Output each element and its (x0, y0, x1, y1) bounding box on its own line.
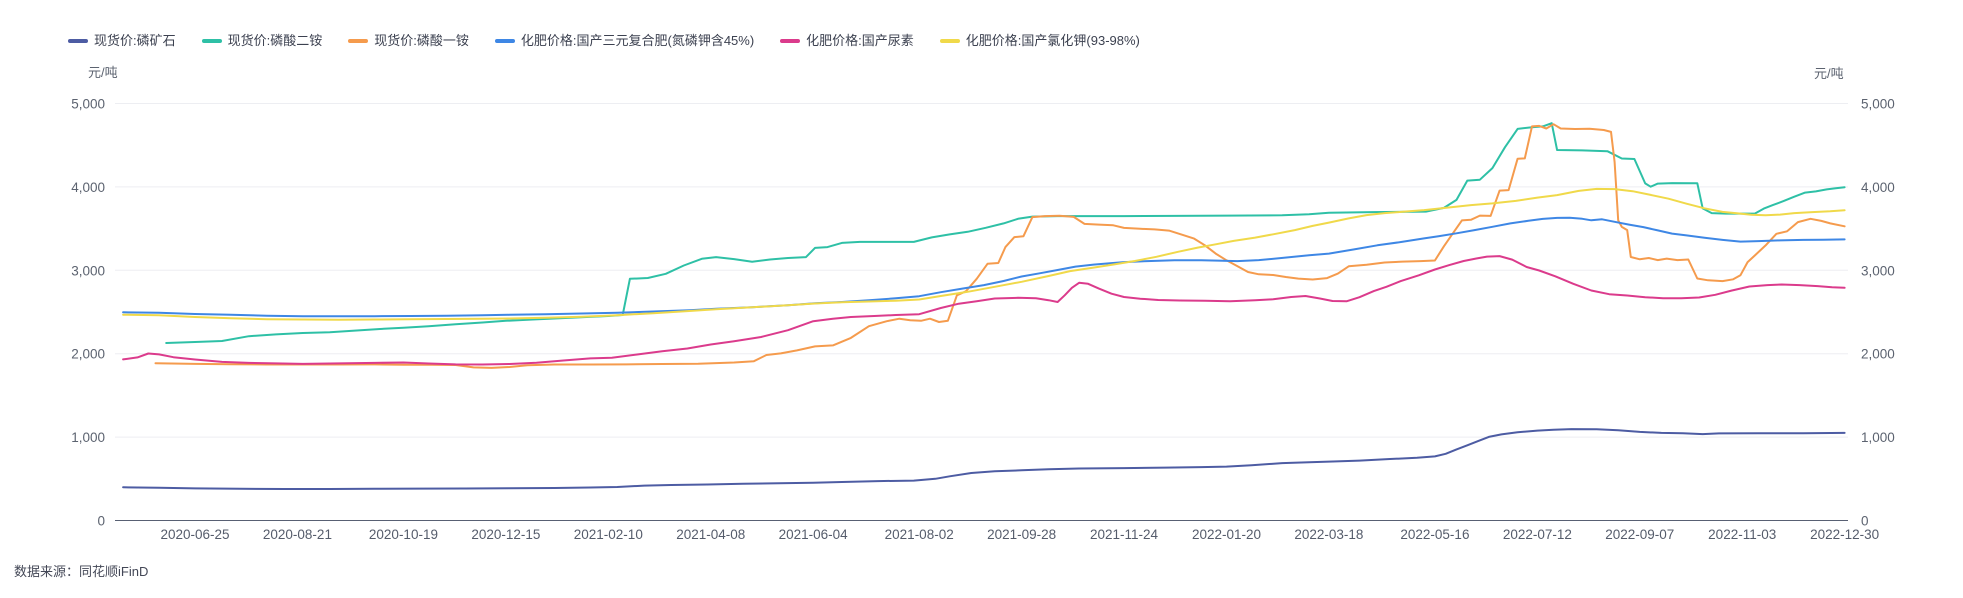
legend-swatch-potassium-chloride (939, 39, 960, 43)
y-tick-label-left: 3,000 (71, 263, 105, 278)
y-tick-label-right: 1,000 (1861, 430, 1895, 445)
legend-swatch-npk-compound (494, 39, 515, 43)
x-tick-label: 2021-06-04 (779, 527, 849, 542)
legend-label: 现货价:磷酸一铵 (374, 33, 469, 48)
x-tick-label: 2022-12-30 (1810, 527, 1879, 542)
y-tick-label-left: 0 (97, 514, 105, 529)
legend-item-dap[interactable]: 现货价:磷酸二铵 (201, 33, 323, 49)
y-tick-label-right: 0 (1861, 514, 1869, 529)
legend-item-urea[interactable]: 化肥价格:国产尿素 (780, 33, 914, 49)
x-tick-label: 2020-10-19 (369, 527, 438, 542)
legend-label: 现货价:磷矿石 (94, 33, 176, 48)
x-tick-label: 2022-09-07 (1605, 527, 1674, 542)
y-tick-label-right: 5,000 (1861, 97, 1895, 112)
x-tick-label: 2020-08-21 (263, 527, 332, 542)
x-tick-label: 2021-09-28 (987, 527, 1056, 542)
x-tick-label: 2022-07-12 (1503, 527, 1572, 542)
series-line-urea[interactable] (122, 255, 1846, 366)
x-tick-label: 2022-03-18 (1294, 527, 1363, 542)
chart-legend: 现货价:磷矿石 现货价:磷酸二铵 现货价:磷酸一铵 化肥价格:国产三元复合肥(氮磷钾含… (68, 33, 1140, 49)
legend-swatch-phosphate-rock (68, 39, 88, 43)
y-tick-label-right: 4,000 (1861, 180, 1895, 195)
series-line-npk-compound[interactable] (122, 216, 1846, 318)
legend-item-npk-compound[interactable]: 化肥价格:国产三元复合肥(氮磷钾含45%) (494, 33, 755, 49)
legend-swatch-dap (201, 39, 222, 43)
legend-swatch-urea (780, 39, 801, 43)
y-tick-label-left: 5,000 (71, 97, 105, 112)
legend-label: 现货价:磷酸二铵 (227, 33, 323, 48)
x-tick-label: 2022-11-03 (1708, 527, 1776, 542)
series-line-dap[interactable] (165, 122, 1846, 344)
y-tick-label-left: 2,000 (71, 347, 105, 362)
legend-label: 化肥价格:国产氯化钾(93-98%) (965, 33, 1140, 48)
x-tick-label: 2022-05-16 (1400, 527, 1469, 542)
series-line-phosphate-rock[interactable] (122, 428, 1846, 490)
y-tick-label-left: 1,000 (71, 430, 105, 445)
x-tick-label: 2020-12-15 (471, 527, 540, 542)
x-tick-label: 2020-06-25 (160, 527, 229, 542)
y-axis-unit-left: 元/吨 (88, 65, 118, 80)
legend-item-phosphate-rock[interactable]: 现货价:磷矿石 (68, 33, 176, 49)
y-tick-label-right: 3,000 (1861, 263, 1895, 278)
y-axis-unit-right: 元/吨 (1814, 66, 1844, 81)
data-source-label: 数据来源：同花顺iFinD (14, 564, 149, 579)
x-tick-label: 2021-04-08 (676, 527, 745, 542)
series-line-map[interactable] (154, 123, 1846, 369)
legend-item-potassium-chloride[interactable]: 化肥价格:国产氯化钾(93-98%) (939, 33, 1140, 49)
y-tick-label-right: 2,000 (1861, 347, 1895, 362)
legend-swatch-map (348, 39, 369, 43)
legend-item-map[interactable]: 现货价:磷酸一铵 (348, 33, 469, 49)
x-tick-label: 2021-08-02 (885, 527, 954, 542)
series-line-potassium-chloride[interactable] (122, 187, 1846, 321)
x-tick-label: 2021-02-10 (574, 527, 643, 542)
x-tick-label: 2021-11-24 (1090, 527, 1159, 542)
legend-label: 化肥价格:国产三元复合肥(氮磷钾含45%) (520, 33, 755, 48)
y-tick-label-left: 4,000 (71, 180, 105, 195)
x-tick-label: 2022-01-20 (1192, 527, 1261, 542)
legend-label: 化肥价格:国产尿素 (806, 33, 914, 48)
